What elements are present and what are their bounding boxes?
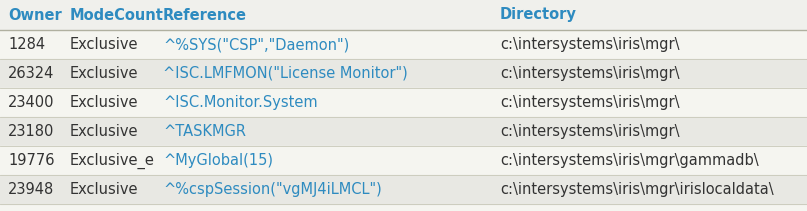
Bar bbox=[0, 146, 807, 175]
Text: 26324: 26324 bbox=[8, 66, 54, 81]
Text: c:\intersystems\iris\mgr\irislocaldata\: c:\intersystems\iris\mgr\irislocaldata\ bbox=[500, 182, 774, 197]
Bar bbox=[0, 88, 807, 117]
Text: Exclusive: Exclusive bbox=[70, 37, 139, 52]
Text: c:\intersystems\iris\mgr\: c:\intersystems\iris\mgr\ bbox=[500, 37, 679, 52]
Bar bbox=[0, 59, 807, 88]
Bar bbox=[0, 30, 807, 59]
Text: ^TASKMGR: ^TASKMGR bbox=[163, 124, 246, 139]
Text: c:\intersystems\iris\mgr\gammadb\: c:\intersystems\iris\mgr\gammadb\ bbox=[500, 153, 759, 168]
Bar bbox=[0, 0, 807, 30]
Text: c:\intersystems\iris\mgr\: c:\intersystems\iris\mgr\ bbox=[500, 124, 679, 139]
Text: Reference: Reference bbox=[163, 8, 247, 23]
Text: Exclusive: Exclusive bbox=[70, 182, 139, 197]
Text: 23400: 23400 bbox=[8, 95, 55, 110]
Text: 23180: 23180 bbox=[8, 124, 54, 139]
Text: ^ISC.LMFMON("License Monitor"): ^ISC.LMFMON("License Monitor") bbox=[163, 66, 408, 81]
Text: 19776: 19776 bbox=[8, 153, 55, 168]
Text: Exclusive: Exclusive bbox=[70, 66, 139, 81]
Text: Directory: Directory bbox=[500, 8, 577, 23]
Text: Exclusive: Exclusive bbox=[70, 124, 139, 139]
Text: 1284: 1284 bbox=[8, 37, 45, 52]
Text: ^MyGlobal(15): ^MyGlobal(15) bbox=[163, 153, 273, 168]
Text: ModeCount: ModeCount bbox=[70, 8, 164, 23]
Text: ^%SYS("CSP","Daemon"): ^%SYS("CSP","Daemon") bbox=[163, 37, 349, 52]
Bar bbox=[0, 175, 807, 204]
Text: Exclusive: Exclusive bbox=[70, 95, 139, 110]
Text: c:\intersystems\iris\mgr\: c:\intersystems\iris\mgr\ bbox=[500, 66, 679, 81]
Text: ^ISC.Monitor.System: ^ISC.Monitor.System bbox=[163, 95, 318, 110]
Text: Exclusive_e: Exclusive_e bbox=[70, 152, 155, 169]
Text: ^%cspSession("vgMJ4iLMCL"): ^%cspSession("vgMJ4iLMCL") bbox=[163, 182, 382, 197]
Bar bbox=[0, 117, 807, 146]
Text: Owner: Owner bbox=[8, 8, 62, 23]
Text: 23948: 23948 bbox=[8, 182, 54, 197]
Text: c:\intersystems\iris\mgr\: c:\intersystems\iris\mgr\ bbox=[500, 95, 679, 110]
